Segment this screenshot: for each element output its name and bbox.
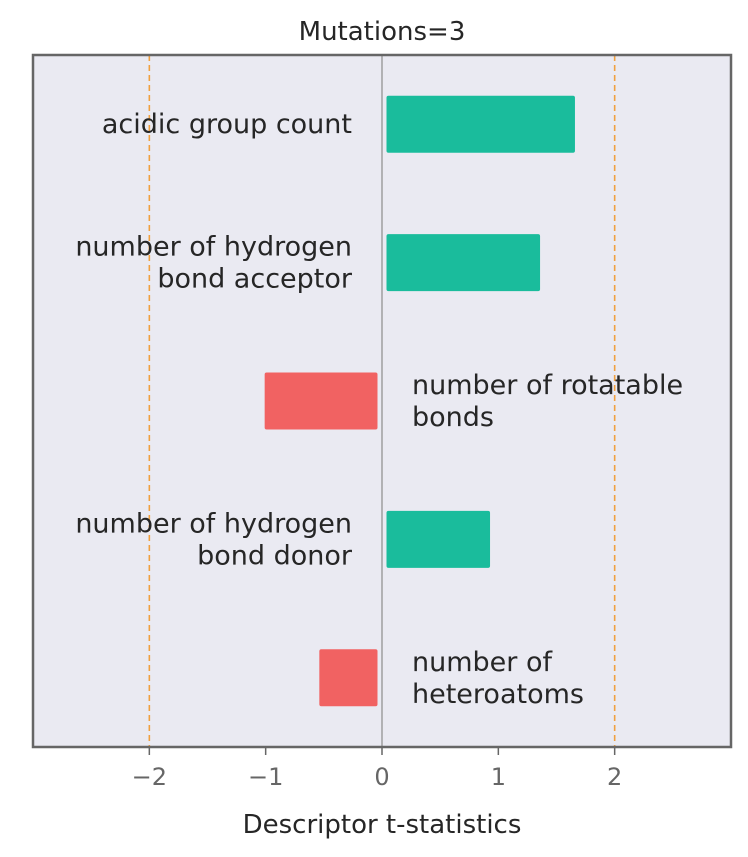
bar-label-1: number of hydrogen bond acceptor bbox=[75, 232, 353, 295]
bar-label-3: number of hydrogen bond donor bbox=[75, 508, 353, 571]
bar-1 bbox=[386, 234, 541, 292]
chart-title: Mutations=3 bbox=[299, 17, 466, 47]
x-tick-label-1: −1 bbox=[248, 763, 283, 791]
x-axis-label: Descriptor t-statistics bbox=[243, 810, 522, 840]
bar-0 bbox=[386, 95, 575, 153]
bar-2 bbox=[264, 372, 378, 430]
x-axis: −2 −1 0 1 2 bbox=[132, 747, 622, 791]
x-tick-label-2: 0 bbox=[374, 763, 389, 791]
bar-4 bbox=[319, 649, 378, 707]
bar-labels: acidic group count number of hydrogen bond… bbox=[75, 109, 683, 710]
x-tick-label-4: 2 bbox=[607, 763, 622, 791]
bars bbox=[264, 95, 575, 707]
bar-label-4: number of heteroatoms bbox=[412, 647, 584, 710]
x-tick-label-0: −2 bbox=[132, 763, 167, 791]
reference-lines bbox=[148, 55, 616, 747]
bar-3 bbox=[386, 510, 491, 568]
bar-label-2: number of rotatable bonds bbox=[412, 370, 683, 433]
bar-label-0: acidic group count bbox=[102, 109, 352, 140]
x-tick-label-3: 1 bbox=[491, 763, 506, 791]
